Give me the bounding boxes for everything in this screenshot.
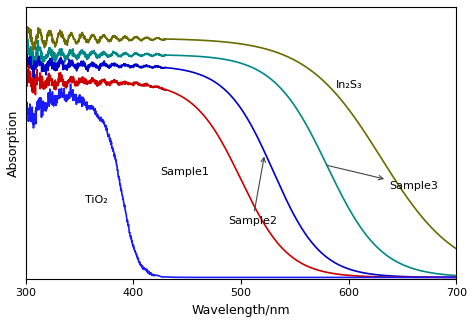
X-axis label: Wavelength/nm: Wavelength/nm (191, 304, 290, 317)
Text: TiO₂: TiO₂ (85, 195, 108, 205)
Text: In₂S₃: In₂S₃ (336, 80, 363, 90)
Text: Sample1: Sample1 (160, 168, 209, 178)
Y-axis label: Absorption: Absorption (7, 109, 20, 177)
Text: Sample3: Sample3 (327, 165, 438, 191)
Text: Sample2: Sample2 (228, 158, 277, 226)
